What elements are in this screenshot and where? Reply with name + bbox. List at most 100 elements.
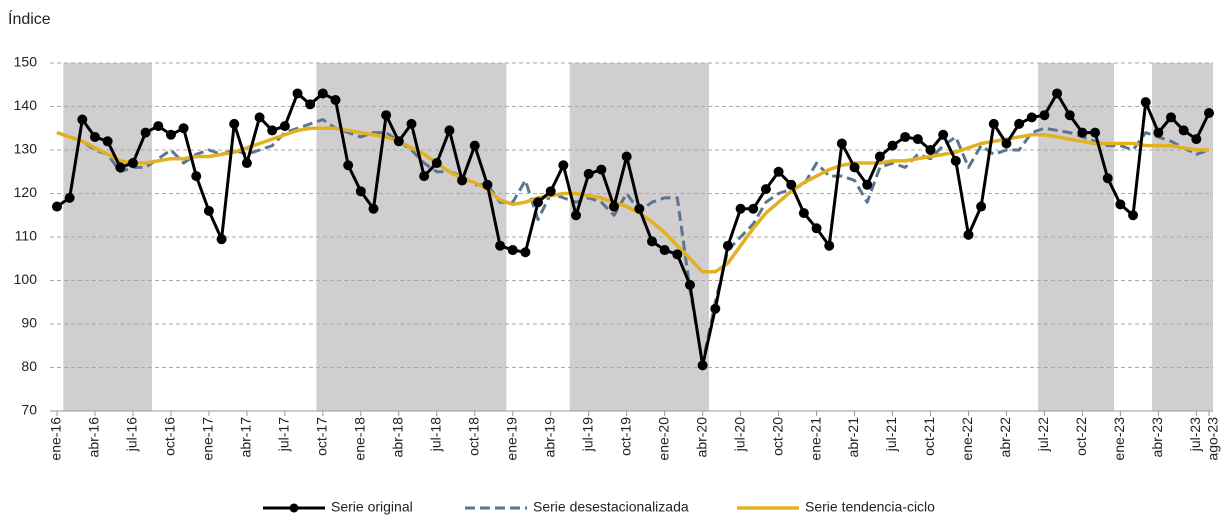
point <box>1191 134 1202 145</box>
point <box>229 118 240 129</box>
x-tick-label: ene-18 <box>352 417 368 461</box>
point <box>1153 127 1164 138</box>
point <box>52 201 62 212</box>
point <box>305 99 316 110</box>
x-tick-label: jul-20 <box>731 417 747 452</box>
x-tick-label: abr-17 <box>238 417 254 458</box>
point <box>457 175 468 186</box>
point <box>672 249 683 260</box>
point <box>773 166 784 177</box>
point <box>102 136 113 147</box>
x-tick-label: oct-20 <box>769 417 785 456</box>
point <box>520 247 531 258</box>
point <box>495 240 506 251</box>
point <box>267 125 278 136</box>
x-tick-label: ene-16 <box>48 417 64 461</box>
legend-label: Serie tendencia-ciclo <box>805 499 935 515</box>
point <box>317 88 328 99</box>
point <box>887 140 898 151</box>
x-tick-label: abr-22 <box>997 417 1013 458</box>
y-tick-label: 130 <box>14 141 38 157</box>
x-tick-label: ene-17 <box>200 417 216 461</box>
x-tick-label: jul-21 <box>883 417 899 452</box>
point <box>684 279 695 290</box>
point <box>1115 199 1126 210</box>
point <box>976 201 987 212</box>
point <box>330 94 341 105</box>
point <box>533 197 544 208</box>
x-tick-label: ene-21 <box>807 417 823 461</box>
point <box>482 179 493 190</box>
point <box>115 162 126 173</box>
point <box>1090 127 1101 138</box>
point <box>621 151 632 162</box>
x-tick-label: jul-16 <box>124 417 140 452</box>
point <box>583 168 594 179</box>
point <box>938 129 949 140</box>
y-tick-label: 120 <box>14 184 38 200</box>
x-tick-label: oct-19 <box>617 417 633 456</box>
point <box>469 140 480 151</box>
point <box>241 158 252 169</box>
legend-label: Serie original <box>331 499 413 515</box>
x-tick-label: abr-21 <box>845 417 861 458</box>
point <box>609 201 620 212</box>
point <box>722 240 733 251</box>
point <box>925 145 936 155</box>
point <box>571 210 582 221</box>
point <box>862 179 873 190</box>
point <box>963 229 974 240</box>
point <box>1140 97 1151 108</box>
legend-label: Serie desestacionalizada <box>533 499 689 515</box>
point <box>849 162 860 173</box>
point <box>1128 210 1139 221</box>
x-tick-label: ene-23 <box>1111 417 1127 461</box>
point <box>824 240 835 251</box>
y-tick-label: 100 <box>14 271 38 287</box>
series-line <box>56 118 1210 365</box>
y-tick-label: 70 <box>21 402 37 418</box>
point <box>760 184 771 195</box>
y-tick-label: 80 <box>21 358 37 374</box>
x-tick-label: abr-18 <box>390 417 406 458</box>
point <box>748 203 759 214</box>
point <box>165 129 176 140</box>
point <box>191 171 202 182</box>
point <box>900 131 911 142</box>
x-tick-label: jul-19 <box>579 417 595 452</box>
point <box>1039 110 1050 121</box>
point <box>431 158 442 169</box>
point <box>1178 125 1189 136</box>
point <box>659 245 670 256</box>
point <box>153 121 164 132</box>
point <box>279 121 290 132</box>
point <box>545 186 556 197</box>
y-axis-label: Índice <box>8 9 51 28</box>
x-tick-label: jul-22 <box>1035 417 1051 452</box>
y-tick-label: 140 <box>14 97 38 113</box>
point <box>368 203 379 214</box>
point <box>950 155 961 166</box>
x-tick-label: ago-23 <box>1205 417 1221 461</box>
series-line <box>56 126 1209 274</box>
x-tick-label: abr-20 <box>693 417 709 458</box>
point <box>1014 118 1025 129</box>
point <box>203 205 214 216</box>
point <box>507 245 518 256</box>
x-tick-label: jul-17 <box>276 417 292 452</box>
point <box>419 171 430 182</box>
x-tick-label: jul-18 <box>427 417 443 452</box>
y-tick-label: 150 <box>14 54 38 70</box>
point <box>874 151 885 162</box>
legend-marker <box>289 503 299 513</box>
point <box>1026 112 1037 123</box>
point <box>216 234 227 245</box>
point <box>355 186 366 197</box>
point <box>811 223 822 234</box>
x-tick-label: ene-19 <box>503 417 519 461</box>
x-tick-label: ene-20 <box>655 417 671 461</box>
point <box>77 114 88 125</box>
point <box>1204 108 1214 119</box>
x-tick-label: oct-17 <box>314 417 330 456</box>
point <box>634 203 645 214</box>
